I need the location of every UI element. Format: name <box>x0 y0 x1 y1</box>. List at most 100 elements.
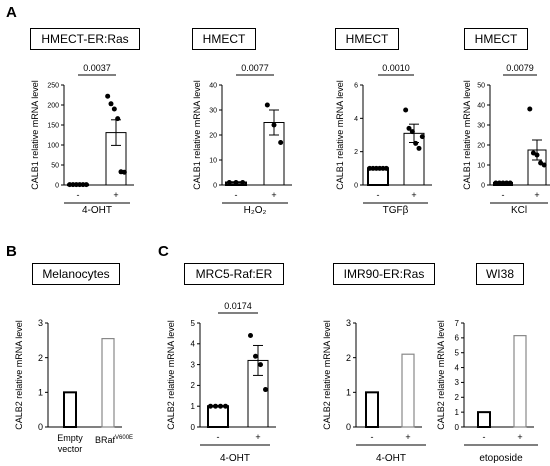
chart-4-x-axis-label: KCl <box>511 205 527 216</box>
chart-2-y-tick-label-1: 10 <box>209 157 217 164</box>
chart-2-title: HMECT <box>192 28 256 50</box>
chart-2-y-tick-label-4: 40 <box>209 82 217 89</box>
chart-1-point-1-3 <box>115 116 121 122</box>
chart-4-y-axis-label: CALB1 relative mRNA level <box>462 80 472 190</box>
chart-7-y-tick-label-2: 2 <box>346 353 351 363</box>
chart-2-point-0-2 <box>240 180 246 185</box>
chart-6-point-1-3 <box>263 387 268 393</box>
chart-7-category-label-1: + <box>405 432 410 442</box>
chart-8-y-tick-label-5: 5 <box>455 349 460 358</box>
chart-2-y-tick-label-3: 30 <box>209 107 217 114</box>
chart-5-y-tick-label-2: 2 <box>38 353 43 363</box>
chart-4-point-1-4 <box>541 162 547 168</box>
chart-3-category-label-0: - <box>377 190 380 200</box>
chart-6-point-1-0 <box>248 332 253 338</box>
chart-8-category-label-0: - <box>483 432 486 442</box>
chart-8-y-axis-label: CALB2 relative mRNA level <box>436 320 446 430</box>
chart-4-y-tick-label-3: 30 <box>477 122 485 129</box>
chart-5-y-tick-label-3: 3 <box>38 318 43 328</box>
chart-2-point-1-2 <box>278 140 284 145</box>
chart-5-y-tick-label-1: 1 <box>38 387 43 397</box>
chart-6-category-label-0: - <box>217 432 220 442</box>
chart-8-bar-1 <box>513 335 527 428</box>
chart-1-point-0-5 <box>83 182 89 188</box>
chart-1-y-axis-label: CALB1 relative mRNA level <box>30 80 40 190</box>
chart-6-p-value: 0.0174 <box>224 301 252 311</box>
chart-6-point-0-3 <box>223 403 228 409</box>
chart-5-y-axis-label: CALB2 relative mRNA level <box>14 320 24 430</box>
chart-3-y-axis-label: CALB1 relative mRNA level <box>335 80 345 190</box>
chart-3-point-1-2 <box>409 129 415 135</box>
chart-2-point-1-0 <box>264 102 270 108</box>
chart-8-y-tick-label-1: 1 <box>455 408 460 417</box>
chart-4-point-0-4 <box>507 180 513 186</box>
chart-3-point-1-0 <box>403 107 409 113</box>
chart-3-p-value: 0.0010 <box>382 63 410 73</box>
chart-4-category-label-0: - <box>502 190 505 200</box>
chart-6-title: MRC5-Raf:ER <box>184 263 284 285</box>
chart-3-bar-0 <box>367 167 389 186</box>
chart-1-category-label-1: + <box>113 190 118 200</box>
chart-4-point-0-0 <box>493 180 499 186</box>
chart-5-y-tick-label-0: 0 <box>38 422 43 432</box>
chart-1-y-tick-label-0: 0 <box>55 182 59 189</box>
chart-2-point-0-0 <box>226 180 232 185</box>
chart-5-bar-1 <box>101 338 115 428</box>
chart-2-category-label-0: - <box>235 190 238 200</box>
chart-3-point-1-5 <box>419 134 425 140</box>
chart-3-y-tick-label-1: 2 <box>354 149 358 156</box>
chart-6-point-0-1 <box>213 403 218 409</box>
chart-3-point-0-5 <box>383 165 389 171</box>
chart-1-y-tick-label-2: 100 <box>47 142 59 149</box>
chart-8-category-label-1: + <box>517 432 522 442</box>
chart-6-y-axis-label: CALB2 relative mRNA level <box>166 320 176 430</box>
chart-3-category-label-1: + <box>411 190 416 200</box>
chart-8-y-tick-label-7: 7 <box>455 319 460 328</box>
chart-2-category-label-1: + <box>271 190 276 200</box>
chart-1-y-tick-label-4: 200 <box>47 102 59 109</box>
chart-6-y-tick-label-2: 2 <box>191 381 196 390</box>
chart-8-y-tick-label-2: 2 <box>455 393 460 402</box>
chart-5-title: Melanocytes <box>32 263 120 285</box>
chart-8-y-tick-label-6: 6 <box>455 334 460 343</box>
chart-3-x-axis-label: TGFβ <box>383 205 409 216</box>
chart-1-p-value: 0.0037 <box>83 63 111 73</box>
panel-letter-b: B <box>6 243 17 260</box>
chart-6-y-tick-label-3: 3 <box>191 360 196 369</box>
chart-5-category-label-0b: vector <box>58 444 83 454</box>
chart-7-y-tick-label-3: 3 <box>346 318 351 328</box>
chart-6-category-label-1: + <box>255 432 260 442</box>
chart-1-y-tick-label-1: 50 <box>51 162 59 169</box>
chart-4-y-tick-label-1: 10 <box>477 162 485 169</box>
chart-4-y-tick-label-0: 0 <box>481 182 485 189</box>
chart-6-x-axis-label: 4-OHT <box>220 453 250 464</box>
chart-4-category-label-1: + <box>534 190 539 200</box>
chart-4-y-tick-label-4: 40 <box>477 102 485 109</box>
panel-letter-a: A <box>6 4 17 21</box>
chart-8-y-tick-label-0: 0 <box>455 423 460 432</box>
chart-7-x-axis-label: 4-OHT <box>376 453 406 464</box>
chart-2-point-0-1 <box>233 180 239 185</box>
chart-6-y-tick-label-5: 5 <box>191 319 196 328</box>
chart-8-x-axis-label: etoposide <box>479 453 523 464</box>
chart-1-title: HMECT-ER:Ras <box>30 28 140 50</box>
chart-5-bar-0 <box>63 391 77 429</box>
chart-4-y-tick-label-2: 20 <box>477 142 485 149</box>
chart-1-category-label-0: - <box>77 190 80 200</box>
chart-1-point-1-1 <box>108 101 114 107</box>
chart-3-y-tick-label-2: 4 <box>354 116 358 123</box>
chart-6-bar-0 <box>207 405 229 429</box>
chart-6-y-tick-label-0: 0 <box>191 423 196 432</box>
chart-6-point-0-2 <box>218 403 223 409</box>
chart-3-y-tick-label-3: 6 <box>354 82 358 89</box>
chart-3-title: HMECT <box>335 28 399 50</box>
chart-1-y-tick-label-3: 150 <box>47 122 59 129</box>
chart-3-point-1-3 <box>413 140 419 146</box>
chart-3-point-1-1 <box>406 125 412 131</box>
chart-1-point-1-5 <box>121 169 127 175</box>
chart-6-point-1-1 <box>253 353 258 359</box>
chart-1-x-axis-label: 4-OHT <box>82 205 112 216</box>
chart-1-point-1-0 <box>105 93 111 99</box>
chart-3-point-1-4 <box>416 145 422 151</box>
chart-8-y-tick-label-4: 4 <box>455 363 460 372</box>
